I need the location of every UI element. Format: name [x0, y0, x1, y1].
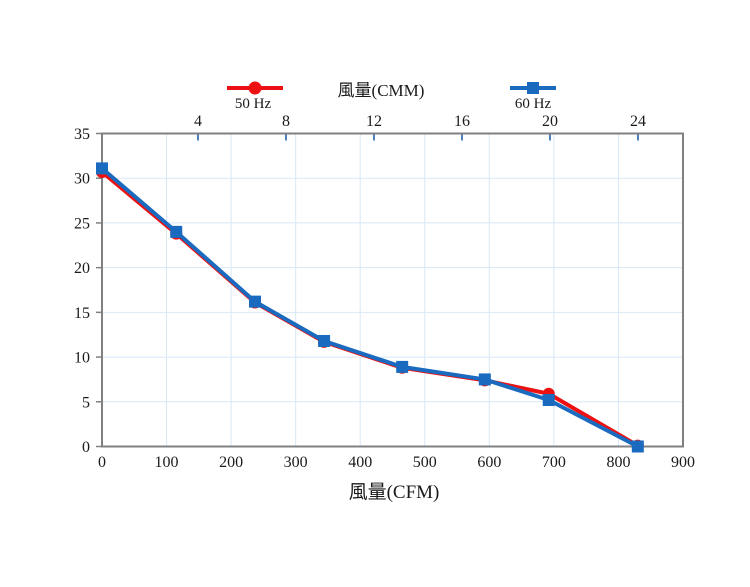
- top-tick-label: 20: [542, 113, 558, 130]
- top-axis-title: 風量(CMM): [338, 81, 425, 100]
- data-point-60hz: [96, 162, 108, 175]
- bottom-tick-label: 600: [477, 454, 501, 471]
- bottom-tick-label: 800: [606, 454, 630, 471]
- y-tick-label: 15: [74, 305, 90, 322]
- data-point-60hz: [396, 360, 409, 373]
- y-tick-label: 25: [74, 215, 90, 232]
- legend-50hz-label: 50 Hz: [235, 96, 272, 112]
- bottom-tick-label: 200: [219, 454, 243, 471]
- data-point-60hz: [248, 295, 261, 308]
- series-line-60hz: [100, 166, 640, 449]
- data-series: [96, 162, 644, 453]
- legend-60hz-square-marker-icon: [527, 82, 539, 94]
- legend-50hz-circle-marker-icon: [248, 81, 262, 95]
- axis-ticks: [96, 132, 639, 448]
- plot-frame: [101, 132, 684, 448]
- axis-tick-labels: 0 5 10 15 20 25 30 35 0 100 200 300 400 500 600 700 800 9…: [74, 113, 695, 471]
- bottom-tick-label: 0: [98, 454, 106, 471]
- top-tick-label: 8: [282, 113, 290, 130]
- bottom-tick-label: 400: [348, 454, 372, 471]
- y-tick-label: 5: [82, 394, 90, 411]
- bottom-tick-label: 500: [413, 454, 437, 471]
- bottom-tick-label: 100: [155, 454, 179, 471]
- top-tick-label: 12: [366, 113, 382, 130]
- legend-60hz-label: 60 Hz: [515, 96, 552, 112]
- y-tick-label: 35: [74, 126, 90, 143]
- legend: 50 Hz 60 Hz: [227, 81, 556, 112]
- y-tick-label: 0: [82, 439, 90, 456]
- bottom-axis-title: 風量(CFM): [349, 482, 440, 503]
- top-tick-label: 24: [630, 113, 646, 130]
- bottom-tick-label: 300: [284, 454, 308, 471]
- data-point-60hz: [318, 334, 331, 347]
- grid-lines: [102, 133, 683, 447]
- bottom-tick-label: 900: [671, 454, 695, 471]
- data-point-60hz: [542, 393, 555, 406]
- y-tick-label: 30: [74, 171, 90, 188]
- data-point-60hz: [631, 440, 644, 453]
- bottom-tick-label: 700: [542, 454, 566, 471]
- top-tick-label: 16: [454, 113, 470, 130]
- data-point-60hz: [170, 225, 183, 238]
- top-tick-label: 4: [194, 113, 202, 130]
- y-tick-label: 20: [74, 260, 90, 277]
- plot-border: [101, 132, 684, 448]
- data-point-60hz: [478, 373, 491, 386]
- y-tick-label: 10: [74, 350, 90, 367]
